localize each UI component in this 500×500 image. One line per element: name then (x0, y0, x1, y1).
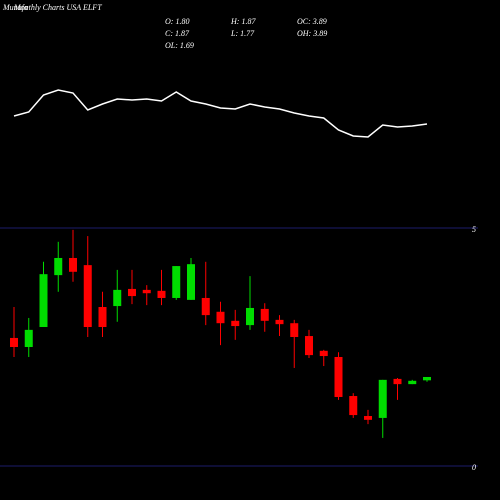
stat-label: OH: 3.89 (297, 29, 327, 38)
candle-body (349, 396, 358, 416)
y-tick-label: 0 (472, 463, 476, 472)
stat-label: L: 1.77 (230, 29, 255, 38)
candle-body (128, 288, 136, 297)
candle-body (10, 337, 18, 347)
candle-body (142, 289, 151, 294)
candle-body (334, 356, 343, 397)
candle-body (69, 257, 77, 272)
candle-body (201, 297, 210, 316)
candle-body (157, 290, 166, 298)
indicator-line (13, 89, 428, 138)
stat-label: C: 1.87 (165, 29, 190, 38)
candle-body (305, 336, 313, 356)
candle-body (393, 378, 402, 385)
candle-body (113, 289, 122, 307)
stat-label: H: 1.87 (230, 17, 256, 26)
candle-body (408, 380, 417, 385)
candle-body (364, 416, 372, 420)
candle-body (290, 323, 299, 338)
brand: Munafa (2, 3, 28, 12)
chart-title: Monthly Charts USA ELFT (13, 3, 102, 12)
candle-body (231, 320, 240, 327)
stat-label: O: 1.80 (165, 17, 189, 26)
candle-body (378, 379, 387, 418)
candle-body (246, 307, 254, 326)
candle-body (275, 319, 284, 325)
candle-body (172, 266, 181, 298)
stat-label: OC: 3.89 (297, 17, 327, 26)
candle-body (187, 264, 195, 300)
stat-label: OL: 1.69 (165, 41, 194, 50)
candle-body (260, 308, 269, 321)
candle-body (423, 376, 431, 381)
candle-body (216, 311, 225, 324)
candle-body (24, 329, 33, 347)
candle-body (98, 307, 107, 328)
candle-body (83, 265, 92, 328)
candle-body (54, 257, 63, 276)
candle-body (319, 350, 328, 357)
candle-body (39, 274, 48, 328)
y-tick-label: 5 (472, 225, 476, 234)
